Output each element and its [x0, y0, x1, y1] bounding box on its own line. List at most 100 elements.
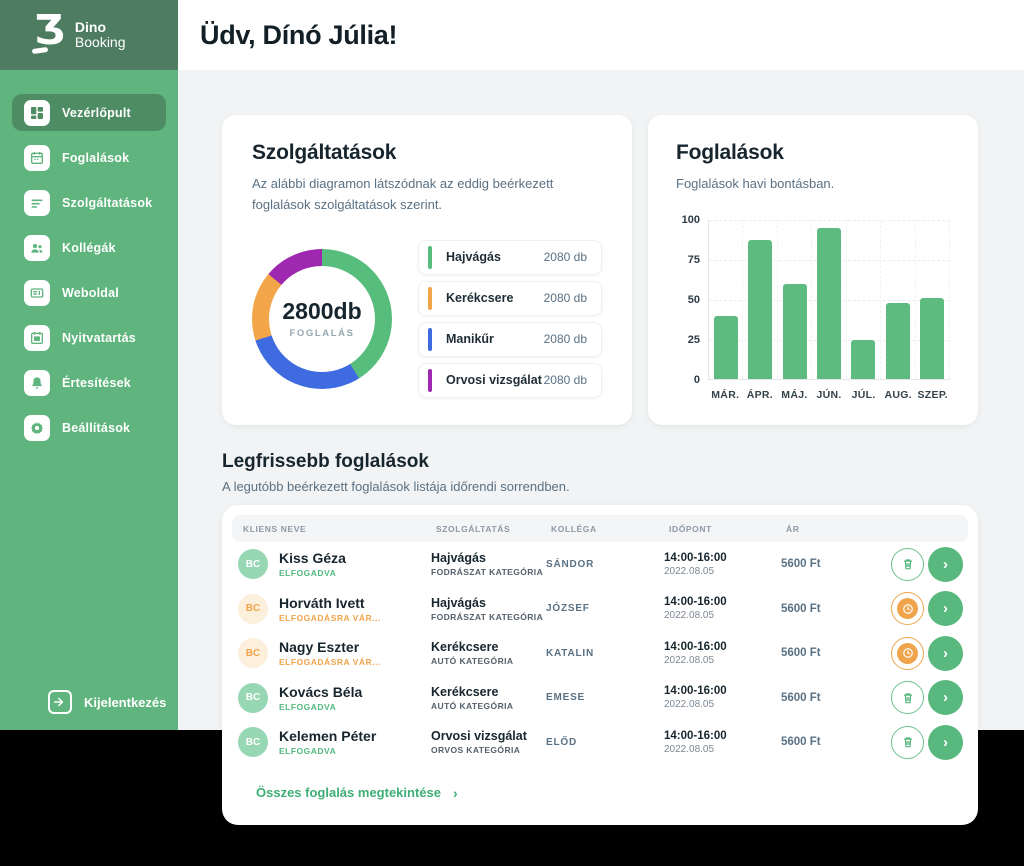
logout-icon: [48, 690, 72, 714]
price: 5600 Ft: [781, 602, 821, 615]
y-tick: 75: [687, 254, 700, 267]
y-tick: 25: [687, 334, 700, 347]
price: 5600 Ft: [781, 736, 821, 749]
sidebar-item-dashboard[interactable]: Vezérlőpult: [12, 94, 166, 131]
sidebar-item-services[interactable]: Szolgáltatások: [12, 184, 166, 221]
service-name: Kerékcsere: [431, 684, 499, 699]
delete-button[interactable]: [891, 681, 924, 715]
chevron-right-icon: ›: [943, 689, 948, 707]
donut-total-label: FOGLALÁS: [289, 328, 355, 340]
table-row: BC Kiss Géza ELFOGADVA Hajvágás FODRÁSZA…: [232, 542, 968, 587]
open-button[interactable]: ›: [928, 546, 963, 582]
delete-button[interactable]: [891, 725, 924, 759]
topbar: Üdv, Dínó Júlia!: [178, 0, 1024, 70]
bar-apr: [748, 239, 773, 380]
legend-color-bar: [428, 327, 432, 351]
services-card-subtitle: Az alábbi diagramon látszódnak az eddig …: [252, 176, 554, 213]
brand-line1: Dino: [74, 19, 107, 36]
gear-icon: [24, 414, 50, 441]
booking-time: 14:00-16:00: [664, 640, 727, 653]
legend-item: Manikűr 2080 db: [418, 321, 602, 357]
service-category: FODRÁSZAT KATEGÓRIA: [431, 611, 544, 622]
booking-date: 2022.08.05: [664, 565, 715, 577]
legend-label: Hajvágás: [446, 250, 501, 265]
service-name: Orvosi vizsgálat: [431, 729, 527, 744]
page-title: Üdv, Dínó Júlia!: [200, 19, 398, 50]
client-name: Kiss Géza: [279, 550, 346, 567]
status-badge: ELFOGADVA: [279, 568, 337, 579]
booking-time: 14:00-16:00: [664, 729, 727, 742]
y-tick: 50: [687, 294, 700, 307]
colleague-name: JÓZSEF: [546, 603, 590, 615]
sidebar-item-label: Vezérlőpult: [62, 105, 131, 120]
recent-title: Legfrissebb foglalások: [222, 451, 429, 472]
brand-line2: Booking: [74, 34, 126, 50]
bar-szep: [920, 298, 945, 380]
booking-time: 14:00-16:00: [664, 551, 727, 564]
y-axis: 100 75 50 25 0: [676, 214, 708, 386]
chevron-right-icon: ›: [943, 555, 948, 573]
sidebar: Ʒ Dino Booking Vezérlőpult Foglalások Sz…: [0, 0, 178, 730]
brand-name: Dino Booking: [75, 20, 126, 49]
sidebar-item-website[interactable]: Weboldal: [12, 274, 166, 311]
price: 5600 Ft: [781, 691, 821, 704]
chevron-right-icon: ›: [452, 784, 458, 801]
sidebar-item-opening-hours[interactable]: Nyitvatartás: [12, 319, 166, 356]
sidebar-item-colleagues[interactable]: Kollégák: [12, 229, 166, 266]
chevron-right-icon: ›: [943, 644, 948, 662]
bar-maj: [782, 284, 807, 380]
client-name: Nagy Eszter: [279, 639, 360, 656]
dino-logo-icon: Ʒ: [31, 10, 65, 54]
status-badge: ELFOGADVA: [279, 746, 337, 757]
sidebar-item-label: Értesítések: [62, 375, 131, 390]
plot-area: [708, 220, 950, 381]
sidebar-item-notifications[interactable]: Értesítések: [12, 364, 166, 401]
status-badge: ELFOGADVA: [279, 701, 337, 712]
legend-count: 2080 db: [543, 291, 587, 306]
open-button[interactable]: ›: [928, 724, 963, 760]
legend-count: 2080 db: [543, 373, 587, 388]
bookings-card-subtitle: Foglalások havi bontásban.: [676, 176, 835, 191]
pending-button[interactable]: [891, 592, 924, 626]
sidebar-item-bookings[interactable]: Foglalások: [12, 139, 166, 176]
legend-color-bar: [428, 286, 432, 310]
x-tick: MÁR.: [711, 389, 740, 402]
booking-date: 2022.08.05: [664, 699, 715, 711]
colleague-name: SÁNDOR: [546, 558, 595, 570]
price: 5600 Ft: [781, 558, 821, 571]
status-badge: ELFOGADÁSRA VÁR...: [279, 612, 381, 623]
legend-color-bar: [428, 368, 432, 392]
logout-button[interactable]: Kijelentkezés: [0, 690, 178, 714]
chevron-right-icon: ›: [943, 600, 948, 618]
service-category: ORVOS KATEGÓRIA: [431, 745, 521, 756]
bookings-card: Foglalások Foglalások havi bontásban. 10…: [648, 115, 978, 425]
bar-jun: [816, 228, 841, 380]
delete-button[interactable]: [891, 547, 924, 581]
col-price: ÁR: [786, 523, 800, 534]
avatar: BC: [238, 638, 268, 669]
legend-item: Kerékcsere 2080 db: [418, 280, 602, 316]
view-all-bookings-link[interactable]: Összes foglalás megtekintése ›: [232, 785, 968, 801]
colleague-name: EMESE: [546, 692, 586, 704]
donut-chart: 2800db FOGLALÁS: [252, 248, 392, 389]
sidebar-item-label: Foglalások: [62, 150, 130, 165]
bar-jul: [851, 339, 876, 380]
open-button[interactable]: ›: [928, 635, 963, 671]
x-tick: JÚN.: [816, 389, 842, 402]
colleague-name: KATALIN: [546, 647, 594, 659]
legend-label: Manikűr: [446, 332, 494, 347]
sidebar-item-label: Weboldal: [62, 285, 119, 300]
open-button[interactable]: ›: [928, 591, 963, 627]
y-tick: 0: [693, 374, 700, 387]
content: Szolgáltatások Az alábbi diagramon látsz…: [178, 70, 1024, 825]
bell-icon: [24, 369, 50, 396]
x-tick: AUG.: [884, 389, 912, 402]
list-icon: [24, 189, 50, 216]
service-name: Hajvágás: [431, 595, 486, 610]
sidebar-item-label: Kollégák: [62, 240, 116, 255]
col-colleague: KOLLÉGA: [551, 523, 597, 534]
pending-button[interactable]: [891, 636, 924, 670]
sidebar-item-settings[interactable]: Beállítások: [12, 409, 166, 446]
open-button[interactable]: ›: [928, 680, 963, 716]
sidebar-item-label: Szolgáltatások: [62, 195, 153, 210]
